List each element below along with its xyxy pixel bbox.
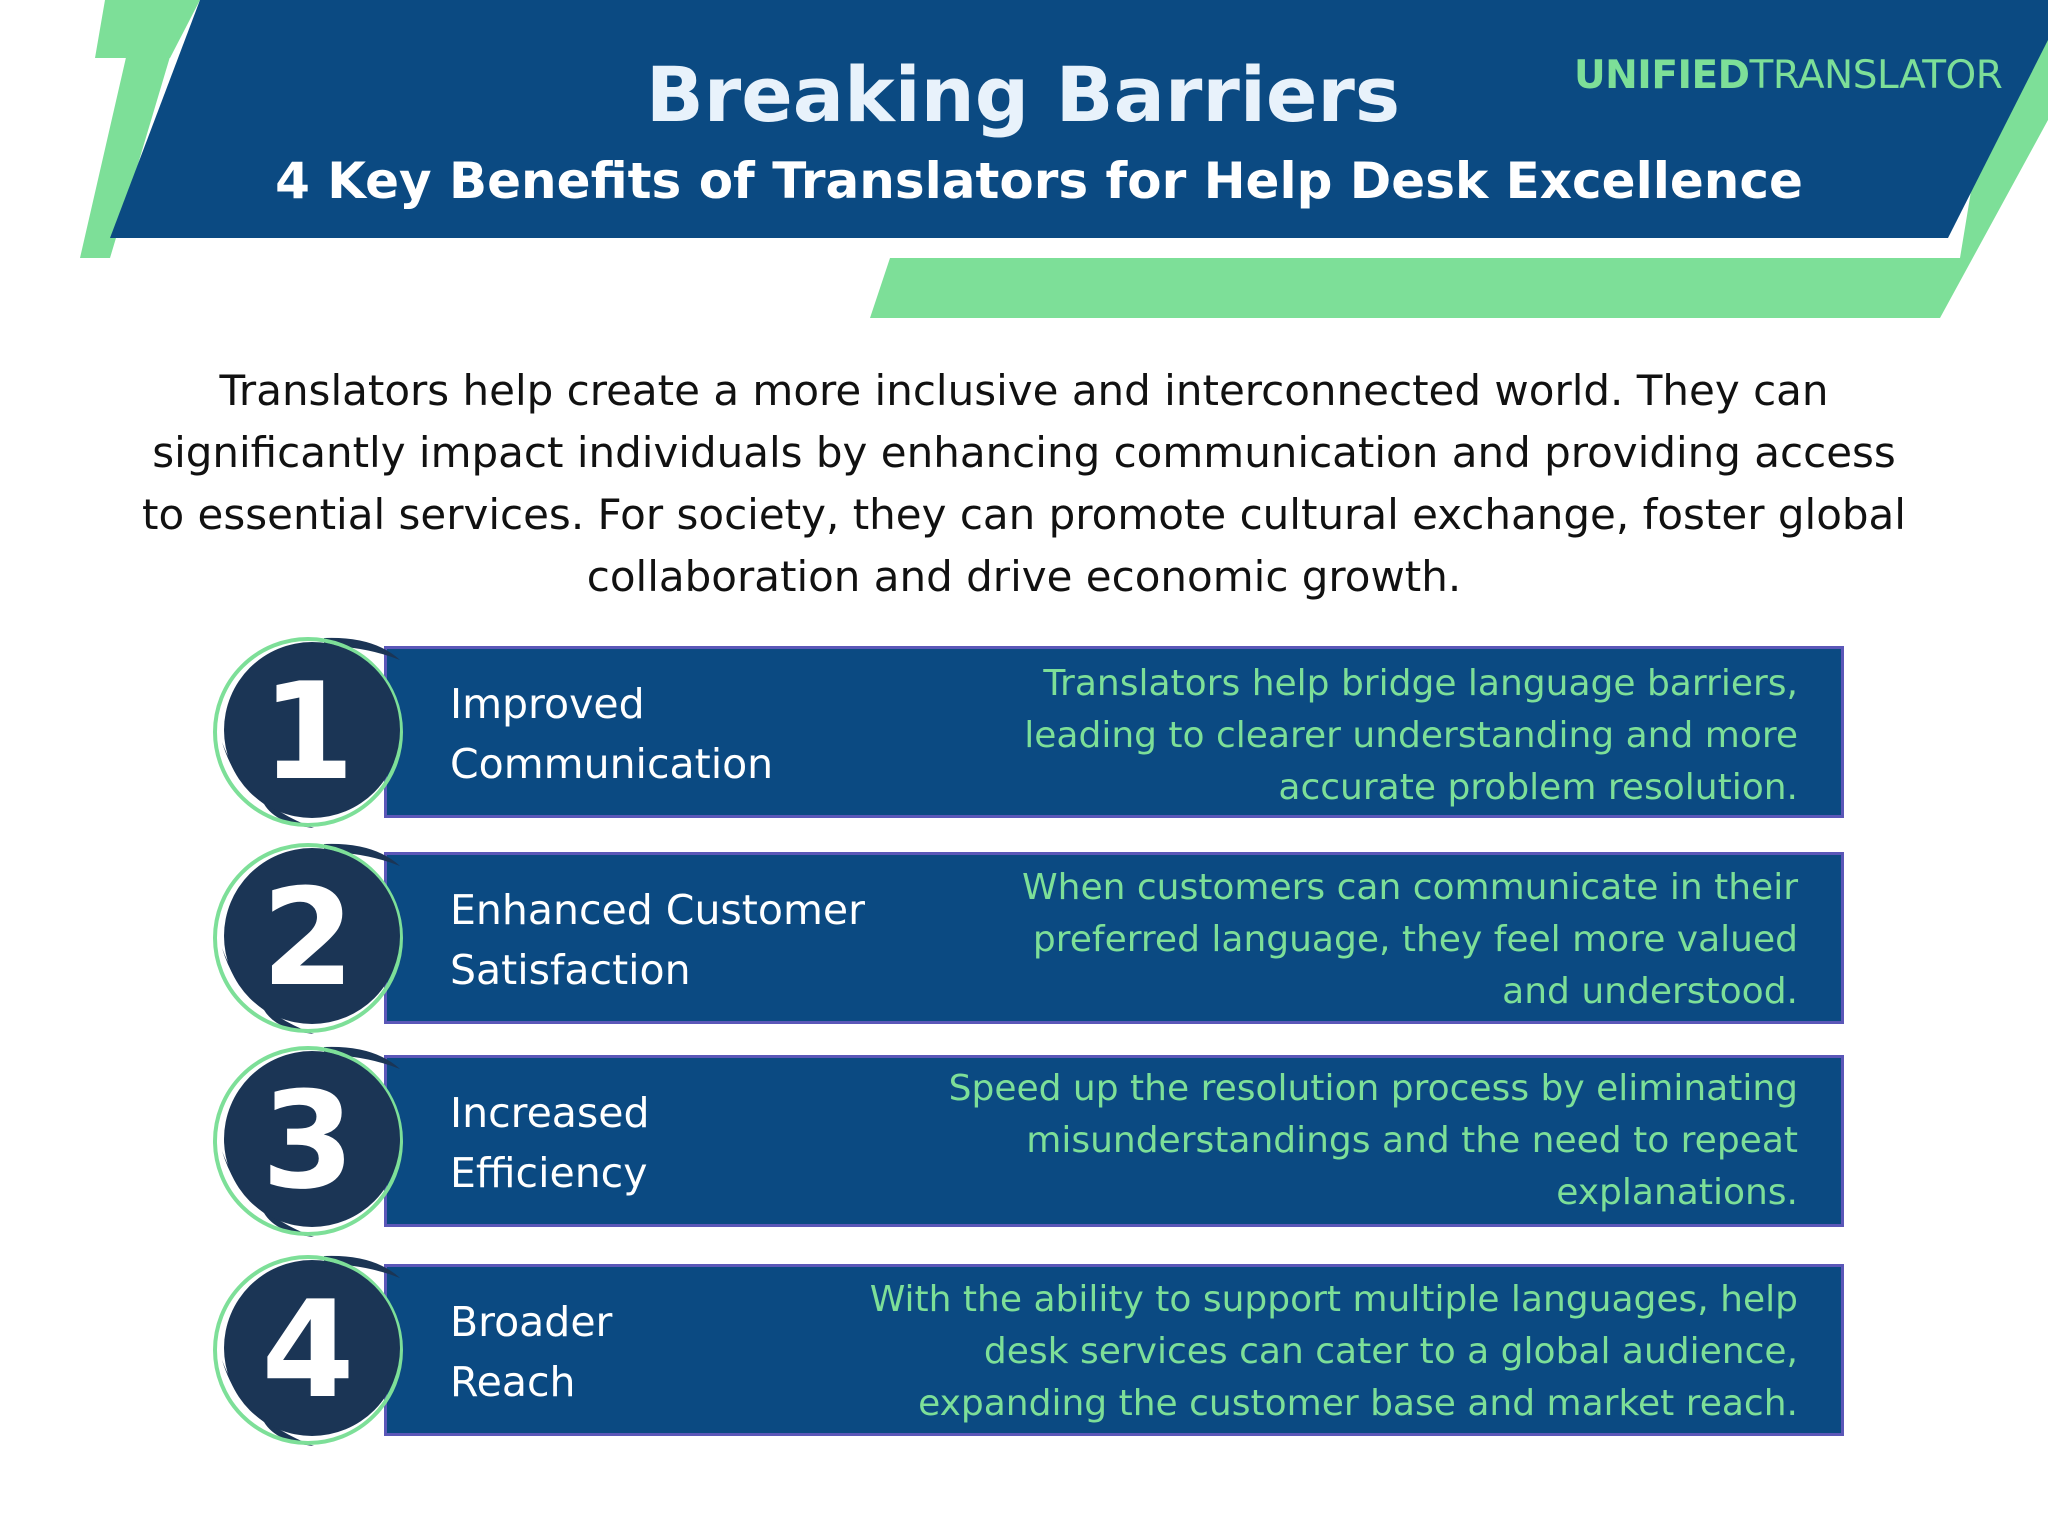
benefit-title-line: Enhanced Customer	[450, 886, 865, 934]
number-badge-graphic	[213, 637, 403, 828]
benefit-number: 3	[261, 1063, 355, 1219]
header-green-strip	[870, 15, 2048, 318]
page-title-text: Breaking Barriers	[645, 50, 1401, 139]
intro-line: to essential services. For society, they…	[142, 490, 1906, 539]
benefit-number: 2	[261, 860, 355, 1016]
intro-line: significantly impact individuals by enha…	[152, 428, 1896, 477]
number-badge: 1	[204, 632, 424, 832]
benefit-desc-line: When customers can communicate in their	[1022, 867, 1798, 908]
brand-logo: UNIFIEDTRANSLATOR	[1574, 52, 2003, 100]
benefit-row-1: 1 Improved Communication Translators hel…	[204, 632, 1844, 828]
benefit-row-2: 2 Enhanced Customer Satisfaction When cu…	[204, 838, 1844, 1034]
benefit-bar	[384, 1055, 1844, 1227]
benefit-desc-line: explanations.	[1556, 1172, 1798, 1213]
benefit-number: 1	[261, 654, 355, 810]
intro-paragraph: Translators help create a more inclusive…	[140, 360, 1908, 608]
benefit-desc-line: preferred language, they feel more value…	[1032, 919, 1798, 960]
intro-line: Translators help create a more inclusive…	[219, 366, 1829, 415]
header-navy-panel	[110, 0, 2048, 238]
benefit-desc-line: accurate problem resolution.	[1278, 767, 1798, 808]
benefit-desc-line: desk services can cater to a global audi…	[983, 1331, 1798, 1372]
page-subtitle: 4 Key Benefits of Translators for Help D…	[0, 150, 2048, 212]
benefit-title-line: Communication	[450, 740, 774, 788]
benefit-number: 4	[261, 1272, 355, 1428]
benefit-title-line: Satisfaction	[450, 946, 691, 994]
header-green-left	[80, 40, 175, 258]
benefit-bar	[384, 852, 1844, 1024]
benefit-title-line: Improved	[450, 680, 645, 728]
benefit-description: With the ability to support multiple lan…	[870, 1274, 1798, 1430]
benefit-title-line: Reach	[450, 1358, 576, 1406]
number-badge-graphic	[213, 1255, 403, 1446]
brand-logo-light: TRANSLATOR	[1749, 53, 2003, 98]
benefit-title-line: Broader	[450, 1298, 613, 1346]
benefit-description: Speed up the resolution process by elimi…	[949, 1063, 1798, 1219]
benefit-title-line: Increased	[450, 1089, 650, 1137]
intro-line: collaboration and drive economic growth.	[586, 552, 1462, 601]
benefit-desc-line: and understood.	[1502, 971, 1798, 1012]
benefit-bar	[384, 1264, 1844, 1436]
page-subtitle-text: 4 Key Benefits of Translators for Help D…	[275, 152, 1803, 210]
benefit-row-3: 3 Increased Efficiency Speed up the reso…	[204, 1041, 1844, 1237]
number-badge-graphic	[213, 1046, 403, 1237]
number-badge: 2	[204, 838, 424, 1038]
number-badge: 4	[204, 1250, 424, 1450]
brand-logo-bold: UNIFIED	[1574, 53, 1750, 98]
benefit-title: Improved Communication	[450, 674, 773, 794]
benefit-description: When customers can communicate in their …	[1022, 862, 1798, 1018]
benefit-desc-line: Translators help bridge language barrier…	[1043, 663, 1798, 704]
benefit-row-4: 4 Broader Reach With the ability to supp…	[204, 1250, 1844, 1446]
benefit-desc-line: With the ability to support multiple lan…	[869, 1279, 1798, 1320]
benefit-desc-line: misunderstandings and the need to repeat	[1026, 1120, 1798, 1161]
benefit-desc-line: leading to clearer understanding and mor…	[1024, 715, 1798, 756]
benefit-desc-line: Speed up the resolution process by elimi…	[948, 1068, 1798, 1109]
benefit-title-line: Efficiency	[450, 1149, 648, 1197]
benefit-title: Enhanced Customer Satisfaction	[450, 880, 865, 1000]
benefit-bar	[384, 646, 1844, 818]
number-badge: 3	[204, 1041, 424, 1241]
header-banner	[80, 0, 2048, 318]
benefit-title: Increased Efficiency	[450, 1083, 650, 1203]
benefit-desc-line: expanding the customer base and market r…	[918, 1383, 1798, 1424]
page-title: Breaking Barriers	[0, 50, 2046, 140]
benefit-title: Broader Reach	[450, 1292, 612, 1412]
benefit-description: Translators help bridge language barrier…	[1024, 658, 1798, 814]
number-badge-graphic	[213, 843, 403, 1034]
